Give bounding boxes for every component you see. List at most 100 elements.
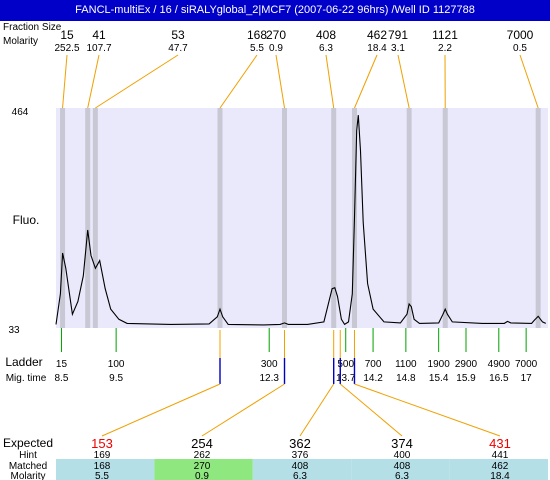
expected-connector (101, 383, 221, 437)
matched-value: 168 (94, 461, 111, 472)
ladder-size-label: 100 (108, 359, 125, 370)
window-title-bar: FANCL-multiEx / 16 / siRALYglobal_2|MCF7… (0, 0, 550, 21)
fraction-connector (219, 54, 258, 109)
fraction-molarity-value: 5.5 (250, 43, 264, 54)
matched-value: 462 (492, 461, 509, 472)
hint-value: 262 (194, 450, 211, 461)
fraction-size-value: 1121 (432, 28, 458, 42)
hint-value: 376 (292, 450, 309, 461)
fraction-size-value: 270 (266, 28, 286, 42)
expected-connector (339, 383, 403, 437)
fraction-band (217, 108, 223, 328)
plot-area (56, 108, 548, 328)
molarity-value: 0.9 (195, 471, 209, 480)
ladder-size-label: 1100 (395, 359, 417, 370)
matched-label: Matched (9, 461, 47, 472)
fraction-molarity-value: 107.7 (86, 43, 111, 54)
mig-time-label: Mig. time (6, 373, 47, 384)
matched-cell-bg (449, 459, 548, 480)
ladder-size-label: 1900 (428, 359, 451, 370)
ladder-size-label: 500 (337, 359, 354, 370)
expected-value: 254 (191, 436, 213, 451)
fraction-molarity-value: 18.4 (367, 43, 387, 54)
ladder-size-label: 4900 (488, 359, 511, 370)
ladder-size-label: 700 (365, 359, 382, 370)
fraction-size-value: 7000 (507, 28, 534, 42)
ladder-mig-time-label: 9.5 (109, 373, 123, 384)
fraction-connector (397, 54, 410, 109)
ladder-size-label: 2900 (455, 359, 478, 370)
fraction-band (60, 108, 66, 328)
y-tick-label: 33 (8, 325, 20, 336)
fraction-band (535, 108, 541, 328)
molarity-value: 6.3 (293, 471, 307, 480)
hint-value: 169 (94, 450, 111, 461)
matched-cell-bg (252, 459, 352, 480)
ladder-mig-time-label: 13.7 (336, 373, 356, 384)
ladder-size-label: 7000 (515, 359, 538, 370)
fraction-connector (95, 54, 179, 109)
matched-value: 408 (394, 461, 411, 472)
expected-value: 153 (91, 436, 113, 451)
expected-connector (354, 383, 501, 437)
fraction-band (406, 108, 412, 328)
fraction-size-value: 15 (60, 28, 74, 42)
fraction-connector (275, 54, 286, 109)
fraction-band (442, 108, 448, 328)
expected-label: Expected (3, 436, 53, 450)
fraction-band (85, 108, 91, 328)
ladder-mig-time-label: 14.8 (396, 373, 416, 384)
window-title: FANCL-multiEx / 16 / siRALYglobal_2|MCF7… (75, 4, 475, 16)
expected-value: 362 (289, 436, 311, 451)
molarity-value: 5.5 (95, 471, 109, 480)
ladder-mig-time-label: 8.5 (55, 373, 69, 384)
fraction-connector (325, 54, 335, 109)
fluorescence-trace (55, 115, 547, 326)
fraction-band (331, 108, 337, 328)
fraction-molarity-value: 47.7 (168, 43, 188, 54)
expected-value: 374 (391, 436, 413, 451)
fraction-size-value: 408 (316, 28, 336, 42)
y-tick-label: 464 (12, 107, 29, 118)
molarity-bottom-label: Molarity (10, 471, 45, 480)
ladder-mig-time-label: 15.9 (456, 373, 476, 384)
ladder-size-label: 300 (261, 359, 278, 370)
fraction-size-label: Fraction Size (3, 22, 62, 33)
fraction-molarity-value: 2.2 (438, 43, 452, 54)
fraction-band (282, 108, 288, 328)
molarity-value: 18.4 (490, 471, 510, 480)
ladder-size-label: 15 (56, 359, 68, 370)
fraction-molarity-value: 3.1 (391, 43, 405, 54)
molarity-value: 6.3 (395, 471, 409, 480)
fraction-size-value: 168 (247, 28, 267, 42)
fraction-connector (62, 54, 68, 109)
hint-value: 441 (492, 450, 509, 461)
matched-value: 270 (194, 461, 211, 472)
ladder-mig-time-label: 16.5 (489, 373, 509, 384)
fraction-connector (354, 54, 378, 109)
fraction-band (92, 108, 98, 328)
matched-cell-bg (351, 459, 450, 480)
ladder-mig-time-label: 12.3 (259, 373, 279, 384)
fraction-size-value: 791 (388, 28, 408, 42)
ladder-label: Ladder (5, 355, 42, 369)
hint-label: Hint (19, 450, 37, 461)
fraction-molarity-value: 6.3 (319, 43, 333, 54)
fraction-connector (519, 54, 539, 109)
fraction-molarity-value: 0.5 (513, 43, 527, 54)
fraction-molarity-value: 0.9 (269, 43, 283, 54)
matched-cell-bg (154, 459, 253, 480)
molarity-label: Molarity (3, 36, 38, 47)
expected-connector (201, 383, 285, 437)
expected-value: 431 (489, 436, 511, 451)
fraction-molarity-value: 252.5 (54, 43, 79, 54)
matched-cell-bg (56, 459, 155, 480)
ladder-mig-time-label: 15.4 (429, 373, 449, 384)
ladder-mig-time-label: 17 (521, 373, 533, 384)
fraction-size-value: 41 (92, 28, 106, 42)
expected-connector (299, 383, 335, 437)
fraction-size-value: 462 (367, 28, 387, 42)
fraction-size-value: 53 (171, 28, 185, 42)
fraction-connector (87, 54, 100, 109)
